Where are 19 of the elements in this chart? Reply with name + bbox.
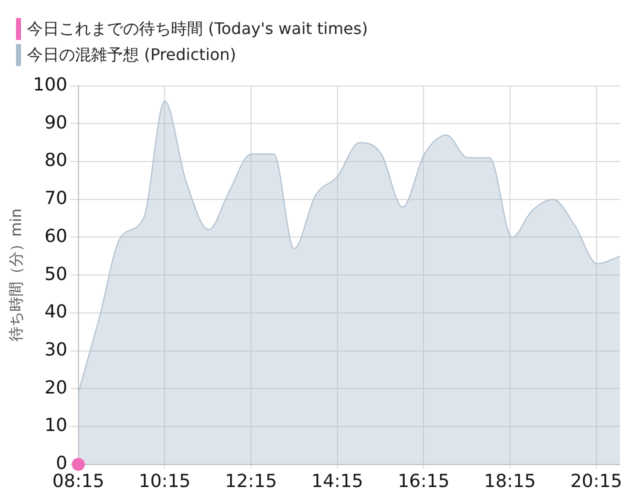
y-tick-label: 100 [32,74,68,96]
y-tick-label: 30 [44,339,68,360]
x-tick-label: 12:15 [225,470,277,492]
y-tick-label: 60 [44,226,68,247]
y-axis-title: 待ち時間（分）min [6,208,25,342]
legend-label: 今日これまでの待ち時間 (Today's wait times) [27,18,368,40]
x-tick-label: 16:15 [398,470,450,492]
y-tick-label: 20 [44,377,68,398]
y-tick-label: 90 [44,112,68,134]
y-tick-label: 40 [44,302,68,323]
y-tick-label: 50 [44,264,68,285]
y-tick-label: 10 [44,415,68,436]
x-tick-label: 20:15 [570,470,622,492]
y-tick-label: 70 [44,188,68,210]
x-tick-label: 14:15 [311,470,364,492]
x-tick-label: 10:15 [138,470,191,492]
legend-label: 今日の混雑予想 (Prediction) [27,44,236,66]
y-tick-label: 80 [44,150,68,172]
x-tick-label: 18:15 [484,470,536,492]
